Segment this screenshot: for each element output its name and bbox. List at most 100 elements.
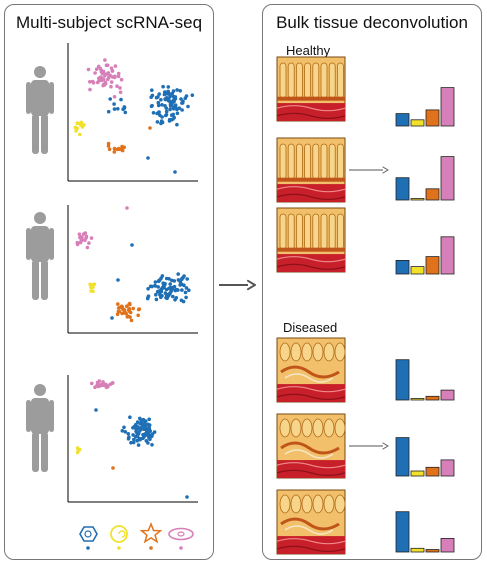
scrna-panel-title: Multi-subject scRNA-seq	[15, 13, 203, 32]
cell-point	[138, 416, 142, 421]
cell-point	[172, 97, 176, 102]
cell-point	[138, 437, 142, 442]
cell-point	[101, 380, 105, 384]
cell-point	[147, 417, 151, 422]
cell-point	[128, 315, 132, 319]
cell-point	[187, 288, 191, 293]
proportion-bar	[440, 389, 455, 401]
cell-point	[164, 109, 169, 114]
cell-point	[174, 296, 179, 300]
cell-point	[157, 110, 161, 114]
cell-point	[116, 302, 120, 306]
cell-point	[184, 286, 189, 290]
cell-point	[119, 97, 123, 102]
proportion-bar	[395, 259, 410, 275]
cell-point	[156, 285, 160, 289]
proportion-bar	[395, 437, 410, 477]
cell-point	[154, 297, 159, 302]
cell-point	[128, 310, 133, 315]
cell-point	[125, 304, 129, 309]
cell-point	[180, 288, 184, 292]
cell-point	[160, 120, 165, 125]
cell-point	[142, 421, 147, 426]
cell-point	[102, 383, 107, 388]
cell-point	[153, 283, 157, 288]
cell-point	[156, 100, 161, 105]
cell-point	[184, 295, 188, 300]
cell-point	[104, 72, 108, 76]
right-arrow-icon	[349, 442, 389, 450]
proportion-bar	[440, 459, 455, 477]
cell-point	[164, 295, 168, 300]
cell-point	[175, 88, 179, 92]
cell-point	[75, 450, 80, 455]
cell-point	[88, 87, 92, 92]
cell-point	[190, 93, 195, 97]
cell-point	[122, 308, 127, 312]
cell-point	[75, 121, 80, 125]
cell-point	[160, 103, 164, 107]
proportion-bar	[395, 177, 410, 201]
cell-point	[93, 385, 97, 390]
cell-point	[154, 292, 158, 297]
cell-point	[168, 107, 172, 112]
cell-point	[141, 432, 145, 437]
cell-point	[130, 243, 134, 247]
cell-point	[159, 276, 163, 281]
cell-point	[99, 75, 103, 79]
tissue-histology-icon	[276, 56, 346, 122]
cell-point	[80, 237, 84, 242]
cell-point	[99, 69, 104, 74]
cell-point	[103, 58, 107, 62]
cell-point	[146, 287, 150, 291]
cell-point	[136, 425, 140, 429]
proportion-bar	[395, 511, 410, 553]
cell-point	[127, 301, 132, 306]
cell-point	[180, 108, 184, 112]
cell-point	[125, 315, 130, 319]
cell-point	[182, 274, 186, 278]
cell-point	[100, 383, 104, 388]
cell-point	[178, 283, 182, 287]
proportion-bar	[425, 109, 440, 127]
proportion-bar	[425, 395, 440, 401]
cell-point	[116, 71, 121, 76]
proportion-bar	[440, 538, 455, 553]
cell-point	[131, 440, 136, 445]
cell-point	[132, 437, 136, 442]
cell-point	[115, 312, 120, 317]
cell-point	[116, 306, 121, 310]
cell-point	[88, 282, 92, 287]
cell-point	[112, 102, 116, 106]
cell-point	[110, 316, 114, 320]
cell-point	[163, 282, 167, 287]
cell-point	[106, 144, 111, 148]
right-arrow-icon	[349, 166, 389, 174]
cell-point	[169, 113, 174, 117]
cell-point	[162, 92, 167, 97]
proportion-bar	[425, 188, 440, 201]
cell-point	[120, 429, 125, 433]
cell-point	[75, 446, 80, 450]
cell-point	[89, 236, 94, 240]
cell-point	[122, 145, 126, 150]
cell-point	[136, 313, 140, 318]
cell-point	[175, 122, 179, 127]
cell-point	[164, 276, 169, 281]
proportion-bar	[410, 266, 425, 275]
cell-point	[91, 289, 95, 294]
proportion-bar	[425, 549, 440, 553]
proportion-bar	[425, 466, 440, 477]
cell-point	[170, 91, 174, 96]
cell-point	[179, 298, 184, 303]
cell-point	[146, 156, 150, 160]
cell-point	[155, 120, 160, 124]
cell-point	[137, 307, 142, 311]
cell-point	[167, 286, 171, 291]
cell-point	[115, 84, 119, 88]
cell-point	[75, 242, 80, 247]
cell-point	[156, 103, 161, 108]
cell-point	[157, 92, 161, 96]
cell-point	[150, 88, 154, 92]
